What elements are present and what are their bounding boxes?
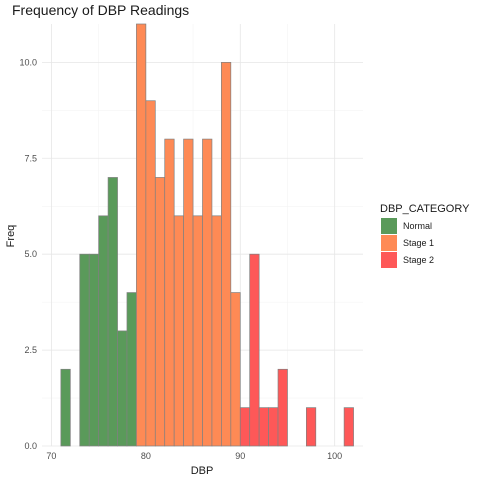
histogram-bar (211, 215, 222, 447)
x-tick-label: 80 (141, 451, 151, 461)
y-axis-title: Freq (5, 225, 17, 248)
y-tick-label: 5.0 (24, 249, 37, 259)
histogram-bar (343, 407, 354, 447)
y-tick-label: 2.5 (24, 345, 37, 355)
histogram-bar (145, 100, 156, 447)
histogram-bar (268, 407, 279, 447)
legend-swatch (381, 218, 397, 234)
bars (60, 23, 354, 447)
histogram-bar (79, 253, 90, 447)
legend-swatch (381, 235, 397, 251)
histogram-bar (107, 177, 118, 447)
histogram-bar (202, 138, 213, 447)
histogram-bar (239, 407, 251, 447)
histogram-bar (221, 62, 232, 447)
x-tick-label: 90 (235, 451, 245, 461)
legend-swatch (381, 252, 397, 268)
legend-label: Normal (403, 221, 432, 231)
histogram-bar (249, 253, 260, 447)
y-tick-label: 7.5 (24, 153, 37, 163)
x-axis-title: DBP (191, 465, 214, 477)
y-tick-labels: 0.0 2.5 5.0 7.5 10.0 (19, 57, 37, 451)
x-tick-labels: 70 80 90 100 (46, 451, 342, 461)
x-tick-label: 70 (46, 451, 56, 461)
histogram-bar (98, 215, 109, 447)
chart-title: Frequency of DBP Readings (12, 2, 189, 18)
histogram-bar (277, 368, 288, 447)
legend-title: DBP_CATEGORY (380, 203, 470, 215)
histogram-bar (136, 23, 147, 447)
histogram-bar (230, 292, 241, 447)
histogram-bar (117, 330, 128, 447)
legend-label: Stage 2 (403, 255, 434, 265)
legend: DBP_CATEGORY Normal Stage 1 Stage 2 (380, 203, 470, 268)
histogram-bar (306, 407, 317, 447)
x-tick-label: 100 (327, 451, 342, 461)
histogram-bar (183, 138, 194, 447)
y-tick-label: 0.0 (24, 441, 37, 451)
histogram-bar (192, 215, 203, 447)
histogram-bar (60, 368, 71, 447)
histogram-bar (164, 138, 175, 447)
histogram-bar (154, 177, 166, 447)
y-tick-label: 10.0 (19, 57, 37, 67)
histogram-bar (126, 292, 137, 447)
histogram-bar (258, 407, 269, 447)
legend-label: Stage 1 (403, 238, 434, 248)
histogram-bar (173, 215, 184, 447)
histogram-bar (88, 253, 99, 447)
